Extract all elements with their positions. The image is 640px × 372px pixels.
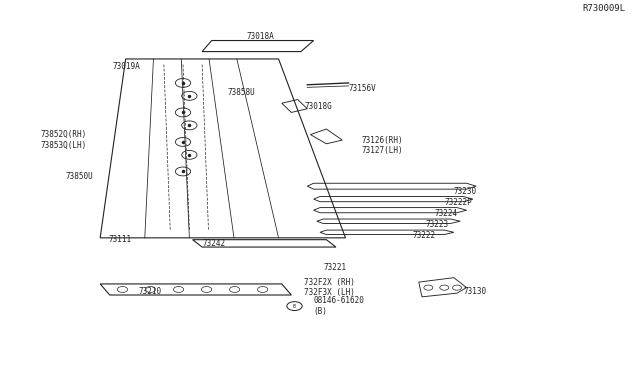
Text: 73852Q(RH)
73853Q(LH): 73852Q(RH) 73853Q(LH) <box>41 131 87 150</box>
Text: 73224: 73224 <box>435 209 458 218</box>
Text: B: B <box>293 304 296 309</box>
Text: 73018A: 73018A <box>246 32 275 41</box>
Text: 73222P: 73222P <box>444 198 472 207</box>
Text: 73111: 73111 <box>108 235 132 244</box>
Text: 73019A: 73019A <box>113 62 141 71</box>
Text: 73210: 73210 <box>138 287 161 296</box>
Text: 73126(RH)
73127(LH): 73126(RH) 73127(LH) <box>362 136 403 155</box>
Text: 73156V: 73156V <box>349 84 376 93</box>
Text: 73222: 73222 <box>412 231 436 240</box>
Text: 73850U: 73850U <box>65 173 93 182</box>
Text: 73858U: 73858U <box>228 88 255 97</box>
Text: 73130: 73130 <box>463 287 486 296</box>
Text: 73230: 73230 <box>454 187 477 196</box>
Text: 73223: 73223 <box>425 221 448 230</box>
Text: 73018G: 73018G <box>304 102 332 111</box>
Text: 73221: 73221 <box>323 263 346 272</box>
Text: R730009L: R730009L <box>583 4 626 13</box>
Text: 73242: 73242 <box>202 239 225 248</box>
Text: 732F2X (RH)
732F3X (LH): 732F2X (RH) 732F3X (LH) <box>304 278 355 297</box>
Text: 08146-61620
(B): 08146-61620 (B) <box>314 296 365 316</box>
